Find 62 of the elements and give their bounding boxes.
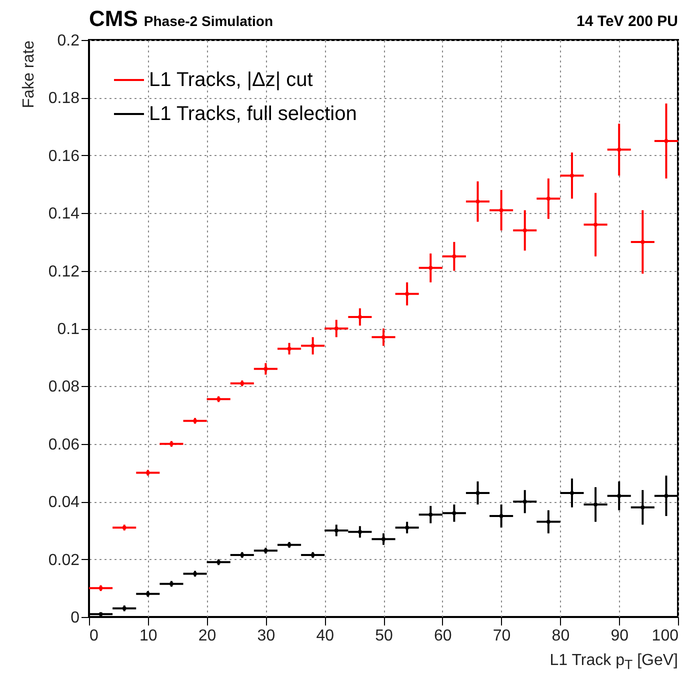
x-axis-title: L1 Track p$_{T}$ [GeV] — [550, 652, 678, 672]
point — [476, 490, 480, 495]
point — [334, 326, 338, 330]
y-tick-label: 0.14 — [48, 206, 80, 223]
x-tick-label: 80 — [552, 628, 570, 644]
point — [664, 494, 668, 498]
x-tick-label: 100 — [652, 628, 679, 644]
text: 14 TeV 200 PU — [576, 13, 678, 30]
point — [287, 346, 292, 351]
x-tick-label: 20 — [198, 628, 216, 644]
point — [594, 222, 598, 227]
point — [664, 138, 668, 143]
point — [382, 537, 386, 542]
point — [452, 511, 456, 516]
point — [334, 528, 338, 532]
y-tick-label: 0.02 — [48, 552, 80, 569]
point — [594, 502, 598, 506]
point — [405, 526, 410, 530]
point — [570, 490, 574, 495]
y-tick-label: 0.18 — [48, 90, 80, 108]
point — [499, 208, 504, 212]
x-tick-label: 0 — [90, 628, 98, 644]
chart-title: CMS — [89, 6, 138, 32]
y-tick-label: 0 — [70, 610, 80, 626]
point — [640, 240, 645, 244]
point — [358, 530, 362, 534]
x-tick-label: 60 — [434, 628, 452, 644]
legend-label: L1 Tracks, |Δz| cut — [149, 69, 314, 91]
x-tick-label: 70 — [492, 628, 511, 644]
point — [499, 514, 504, 518]
x-tick-label: 30 — [257, 628, 276, 644]
y-axis-title: Fake rate — [20, 40, 38, 108]
x-tick-label: 90 — [610, 628, 629, 644]
x-tick-label: 40 — [316, 628, 334, 644]
point — [452, 254, 456, 258]
point — [405, 292, 410, 296]
point — [428, 266, 433, 270]
point — [640, 505, 645, 510]
y-tick-label: 0.2 — [57, 32, 80, 50]
point — [522, 228, 527, 232]
y-tick-label: 0.06 — [48, 436, 80, 454]
point — [382, 335, 386, 340]
point — [546, 520, 550, 524]
chart-subtitle: Phase-2 Simulation — [144, 13, 274, 29]
x-tick-label: 10 — [140, 628, 158, 644]
y-tick-label: 0.16 — [48, 148, 80, 165]
point — [522, 500, 527, 504]
y-tick-label: 0.04 — [48, 494, 80, 512]
y-tick-label: 0.08 — [48, 378, 80, 396]
legend-label: L1 Tracks, full selection — [149, 103, 357, 125]
point — [428, 512, 433, 517]
point — [358, 314, 362, 319]
point — [546, 196, 550, 201]
point — [310, 344, 315, 348]
y-tick-label: 0.12 — [48, 263, 80, 280]
x-tick-label: 50 — [375, 628, 393, 644]
point — [617, 494, 622, 498]
point — [617, 148, 622, 152]
y-tick-label: 0.1 — [57, 321, 80, 338]
point — [476, 200, 480, 204]
point — [264, 366, 268, 371]
point — [570, 174, 574, 178]
